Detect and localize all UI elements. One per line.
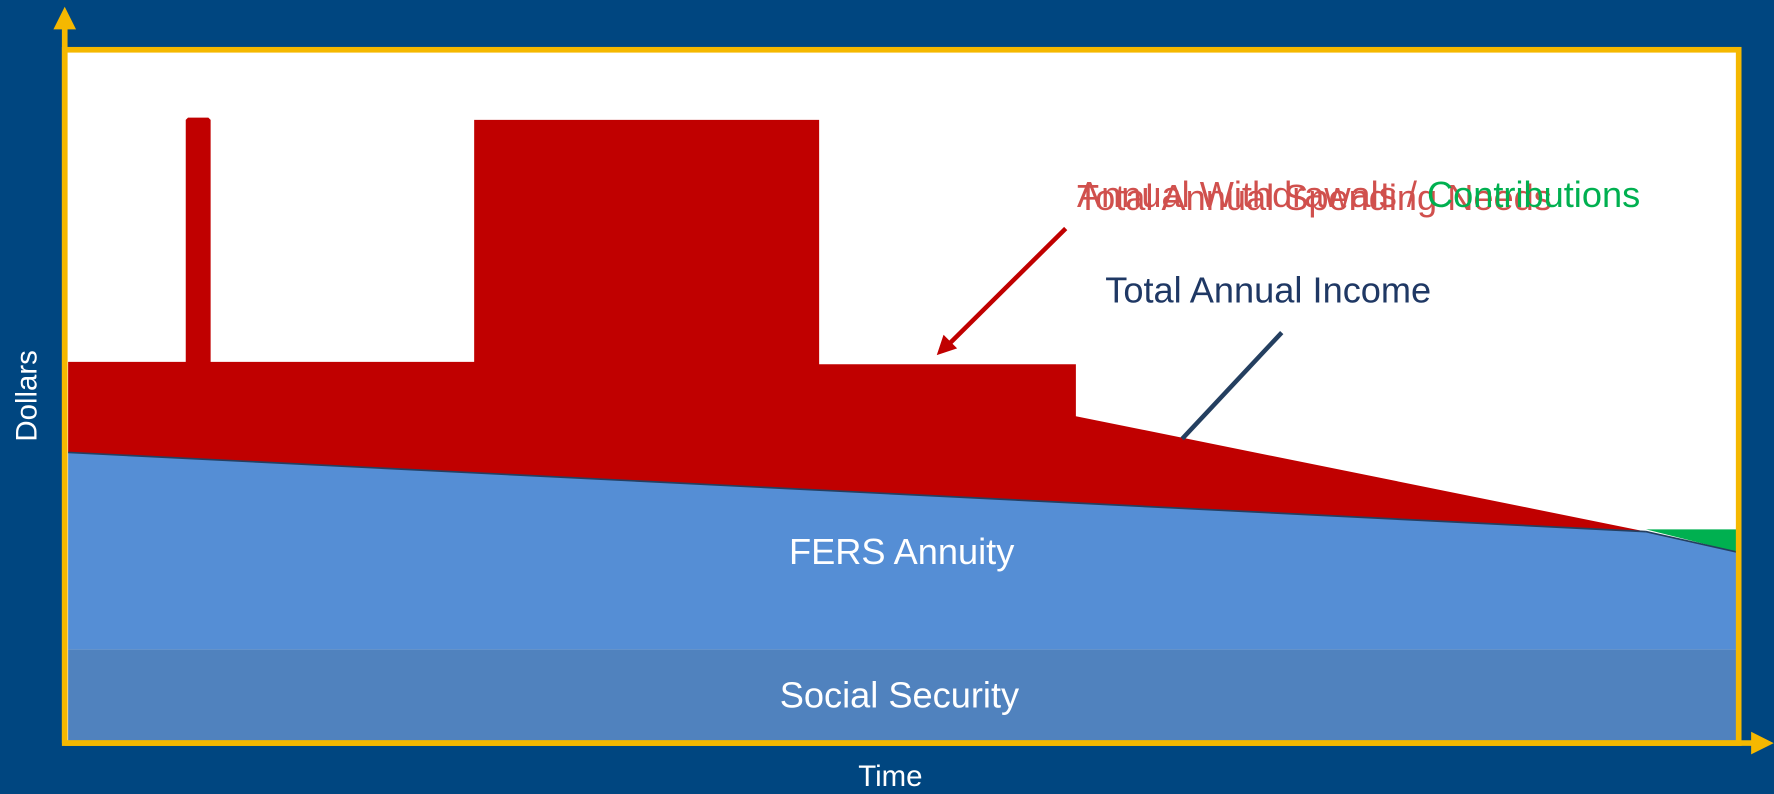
income-label: Total Annual Income bbox=[1105, 270, 1431, 311]
spending-label: Total Annual Spending Needs bbox=[1077, 177, 1552, 218]
y-axis-arrow bbox=[53, 6, 77, 30]
withdrawals-region bbox=[68, 117, 1646, 532]
social-security-label: Social Security bbox=[780, 674, 1020, 715]
fers-label: FERS Annuity bbox=[789, 531, 1015, 572]
fers-region bbox=[68, 452, 1737, 650]
contributions-text: Contributions bbox=[1427, 173, 1640, 214]
withdrawals-label: Annual Withdrawals / Contributions bbox=[1077, 173, 1640, 214]
withdrawals-text: Annual Withdrawals / bbox=[1077, 173, 1427, 214]
y-axis-label: Dollars bbox=[10, 350, 43, 441]
x-axis-label: Time bbox=[858, 760, 922, 793]
income-line bbox=[1645, 530, 1737, 553]
income-pointer bbox=[1180, 330, 1284, 441]
x-axis-arrow bbox=[1751, 731, 1774, 755]
spending-arrow bbox=[948, 226, 1068, 345]
social-security-region bbox=[68, 649, 1737, 741]
income-line bbox=[68, 451, 1646, 533]
